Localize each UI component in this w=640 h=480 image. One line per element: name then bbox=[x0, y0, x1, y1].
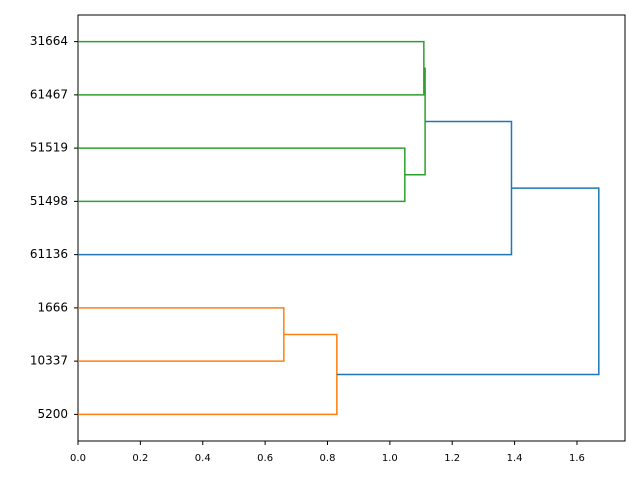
x-tick-label: 0.6 bbox=[257, 453, 273, 464]
link bbox=[336, 187, 600, 376]
link bbox=[78, 40, 425, 96]
x-tick-label: 0.4 bbox=[195, 453, 211, 464]
x-tick-label: 0.0 bbox=[70, 453, 86, 464]
link bbox=[78, 147, 406, 203]
x-tick-label: 1.4 bbox=[507, 453, 523, 464]
leaf-label: 51498 bbox=[30, 194, 68, 208]
leaf-label: 1666 bbox=[37, 300, 68, 314]
leaf-label: 5200 bbox=[37, 407, 68, 421]
link bbox=[78, 307, 285, 362]
leaf-label: 61467 bbox=[30, 87, 68, 101]
leaf-label: 10337 bbox=[30, 354, 68, 368]
leaf-label: 31664 bbox=[30, 34, 68, 48]
plot-frame bbox=[77, 14, 626, 442]
x-tick-label: 1.0 bbox=[382, 453, 398, 464]
link bbox=[78, 120, 513, 256]
link bbox=[404, 67, 426, 176]
x-tick-label: 0.8 bbox=[320, 453, 336, 464]
x-tick-label: 0.2 bbox=[132, 453, 148, 464]
leaf-label: 61136 bbox=[30, 247, 68, 261]
x-tick-label: 1.6 bbox=[569, 453, 585, 464]
link bbox=[78, 333, 338, 416]
leaf-label: 51519 bbox=[30, 141, 68, 155]
x-tick-label: 1.2 bbox=[444, 453, 460, 464]
